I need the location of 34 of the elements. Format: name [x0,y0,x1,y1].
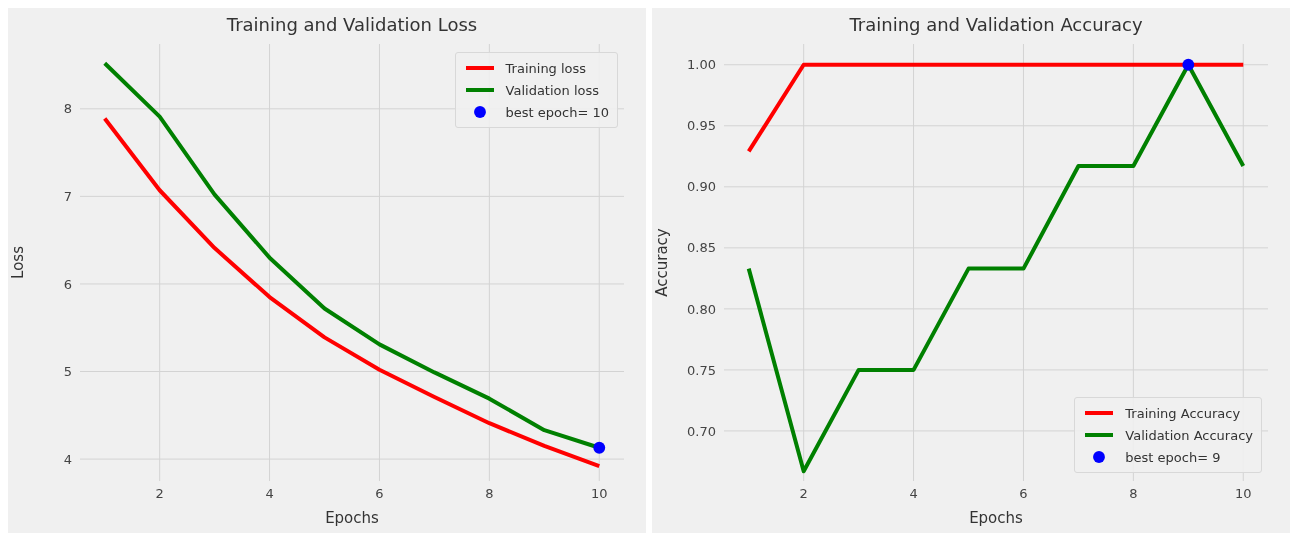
y-tick-label: 8 [63,101,72,117]
x-tick-label: 2 [155,486,164,502]
y-tick-label: 0.70 [687,423,716,439]
y-tick-label: 0.95 [687,118,716,134]
x-tick-label: 10 [1235,486,1252,502]
legend-label: best epoch= 9 [1125,449,1221,465]
legend-label: Validation Accuracy [1125,427,1253,443]
x-axis-title: Epochs [325,509,380,527]
chart-title: Training and Validation Loss [225,14,479,35]
legend-label: Training loss [505,60,587,76]
x-tick-label: 6 [375,486,384,502]
x-tick-label: 6 [1019,486,1028,502]
x-axis-title: Epochs [969,509,1024,527]
legend-label: best epoch= 10 [505,104,609,120]
y-axis-title: Loss [9,245,28,279]
y-tick-label: 1.00 [687,57,716,73]
legend-label: Training Accuracy [1125,405,1241,421]
y-tick-label: 4 [63,451,72,467]
y-tick-label: 0.75 [687,362,716,378]
x-tick-label: 4 [909,486,918,502]
x-tick-label: 4 [265,486,274,502]
y-tick-label: 0.80 [687,301,716,317]
x-tick-label: 2 [799,486,808,502]
y-tick-label: 7 [63,189,72,204]
y-tick-label: 0.85 [687,240,716,256]
chart-title: Training and Validation Accuracy [848,14,1144,35]
y-tick-label: 6 [63,276,72,292]
legend-label: Validation loss [505,82,600,98]
x-tick-label: 8 [1129,486,1138,502]
x-tick-label: 8 [485,486,494,502]
y-tick-label: 5 [63,364,72,380]
y-axis-title: Accuracy [653,228,672,297]
y-tick-label: 0.90 [687,179,716,195]
x-tick-label: 10 [591,486,608,502]
